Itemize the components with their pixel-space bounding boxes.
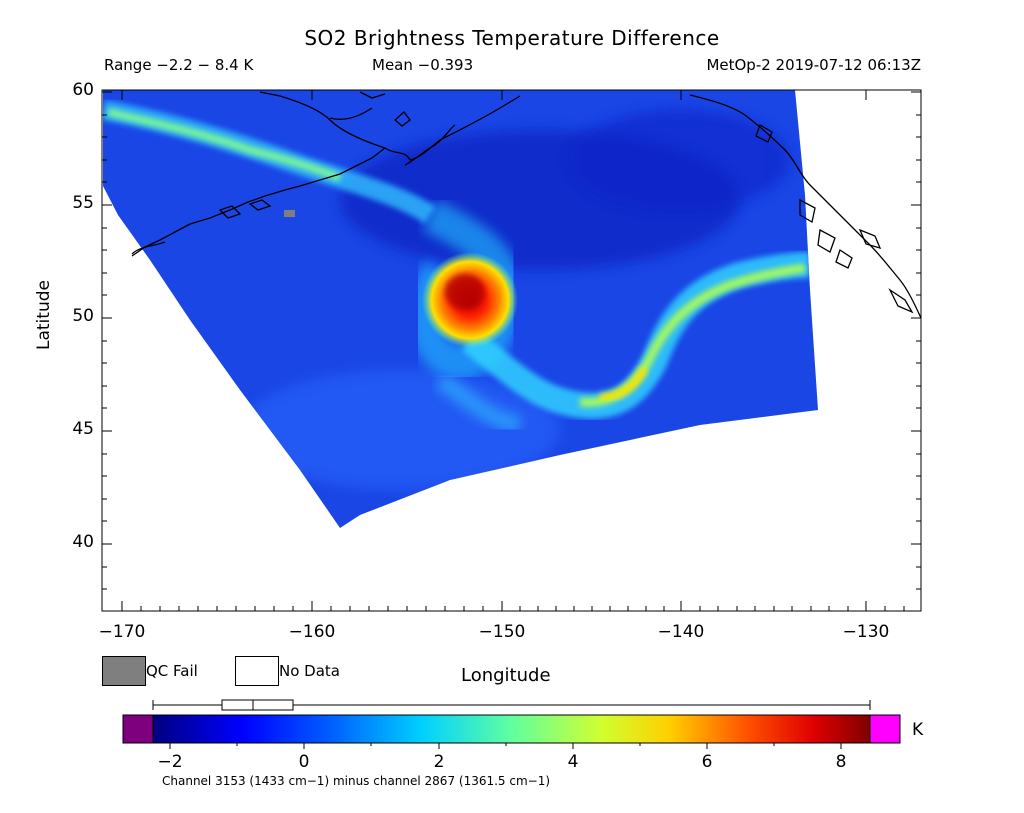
colorbar-over [869,714,901,744]
coastlines [131,91,922,319]
y-tick-60: 60 [72,80,94,100]
colorbar-tick-2: 2 [433,752,445,772]
x-axis-label: Longitude [461,665,551,686]
colorbar [122,714,901,749]
colorbar-scale [152,714,871,744]
satellite-time-label: MetOp-2 2019-07-12 06:13Z [706,56,921,74]
colorbar-tick-6: 6 [701,752,713,772]
colorbar-under [122,714,154,744]
colorbar-tick-4: 4 [567,752,579,772]
x-tick-140: −140 [657,622,705,642]
range-label: Range −2.2 − 8.4 K [104,56,254,74]
y-tick-40: 40 [72,532,94,552]
colorbar-boxplot [152,699,871,711]
no-data-label: No Data [279,662,340,680]
channel-note: Channel 3153 (1433 cm−1) minus channel 2… [162,774,551,788]
colorbar-tick-8: 8 [835,752,847,772]
x-tick-150: −150 [478,622,526,642]
y-tick-55: 55 [72,193,94,213]
y-axis-label: Latitude [34,280,54,350]
plot-frame [101,89,922,612]
x-tick-160: −160 [288,622,336,642]
qc-fail-pixel [284,210,295,217]
x-tick-130: −130 [842,622,890,642]
x-tick-170: −170 [98,622,146,642]
y-tick-45: 45 [72,419,94,439]
qc-fail-swatch [102,656,146,686]
axis-ticks [102,90,921,611]
no-data-swatch [235,656,279,686]
qc-fail-label: QC Fail [146,662,198,680]
plot-title: SO2 Brightness Temperature Difference [304,26,720,50]
y-tick-50: 50 [72,306,94,326]
mean-label: Mean −0.393 [372,56,474,74]
colorbar-tick-0: 0 [298,752,310,772]
colorbar-tick-minus2: −2 [157,752,183,772]
colorbar-unit: K [912,720,924,740]
